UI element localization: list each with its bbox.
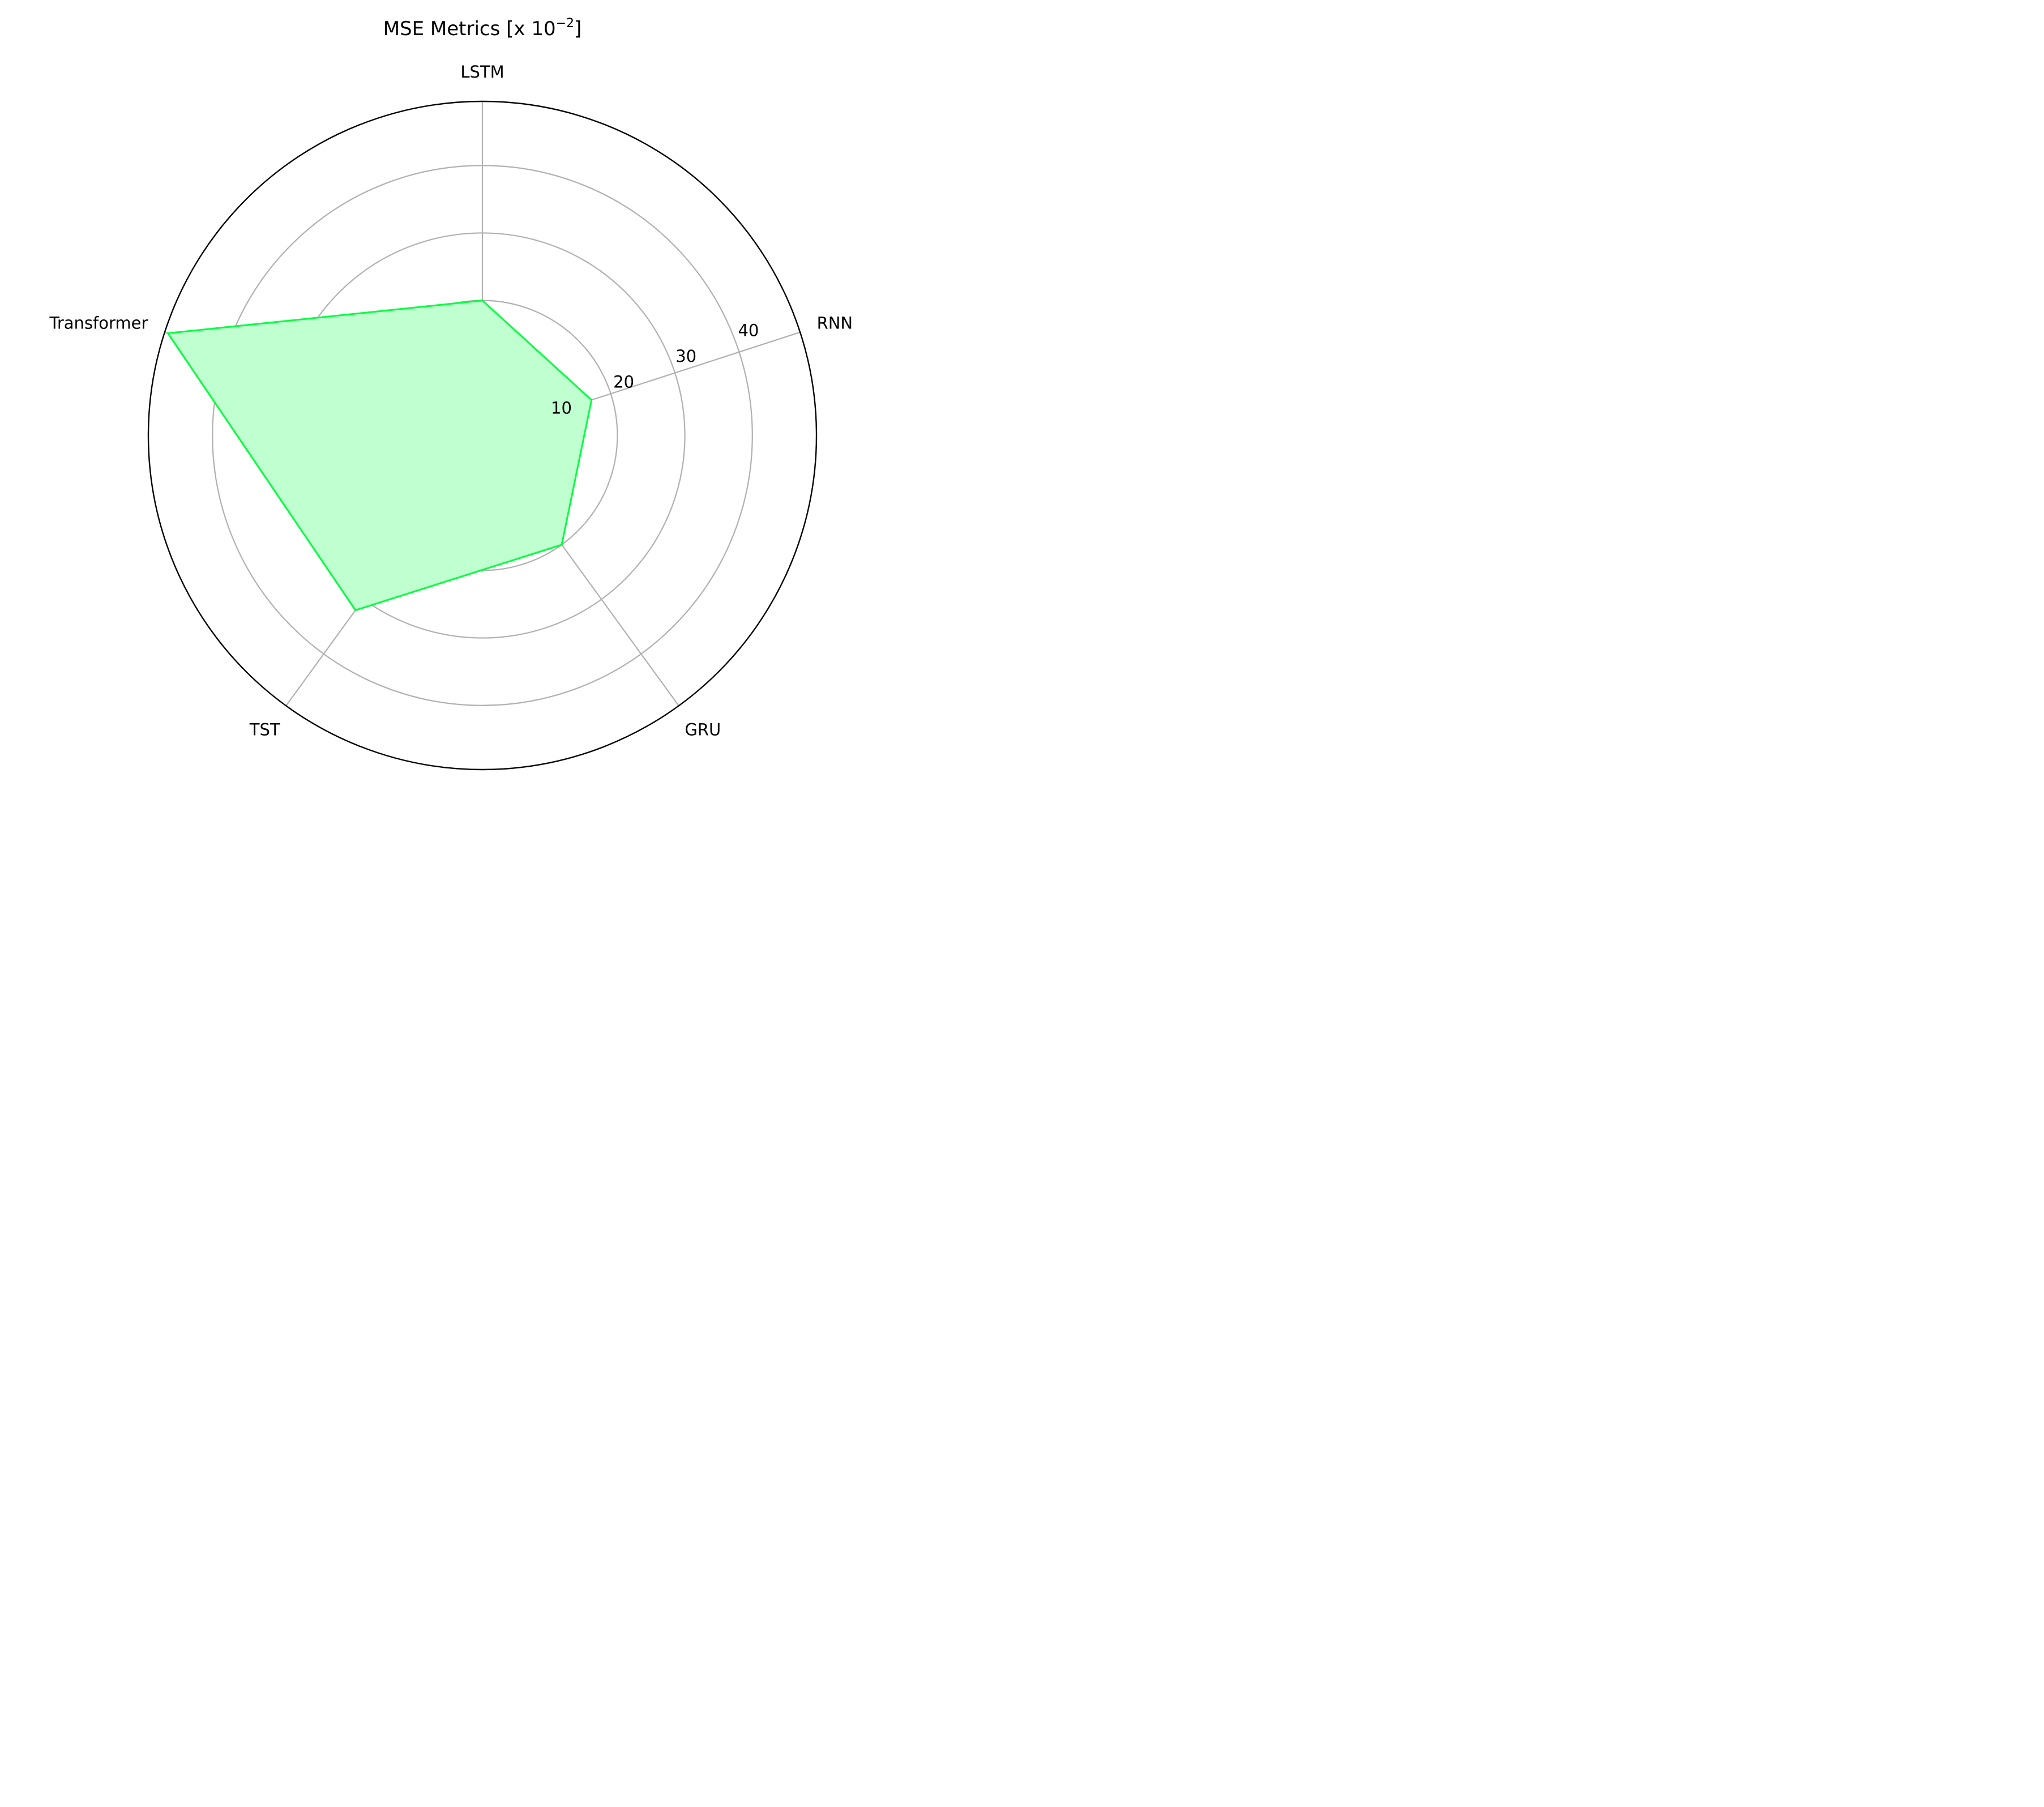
radar-chart: MSE Metrics [x 10−2] LSTM RNN GRU TST Transf… — [0, 0, 888, 786]
series-area — [168, 300, 592, 610]
chart-title-end: ] — [574, 18, 581, 40]
radial-tick-label: 20 — [613, 373, 634, 392]
grid-circle — [212, 165, 753, 706]
label-layer: LSTM RNN GRU TST Transformer 10 20 30 40 — [49, 62, 853, 739]
category-label: LSTM — [460, 62, 504, 82]
outer-frame-circle — [147, 100, 818, 771]
category-label: TST — [249, 720, 280, 739]
radial-tick-label: 40 — [738, 321, 759, 340]
category-label: Transformer — [49, 314, 148, 333]
radial-tick-label: 30 — [675, 347, 696, 366]
chart-title-exponent: −2 — [556, 16, 574, 31]
radar-svg: MSE Metrics [x 10−2] LSTM RNN GRU TST Transf… — [49, 16, 853, 771]
category-label: RNN — [817, 314, 853, 333]
series-line — [166, 300, 593, 612]
chart-title: MSE Metrics [x 10−2] — [383, 16, 582, 40]
category-label: GRU — [685, 720, 721, 739]
chart-title-main: MSE Metrics [x 10 — [383, 18, 556, 40]
data-layer — [166, 300, 593, 612]
radial-tick-label: 10 — [551, 398, 572, 417]
